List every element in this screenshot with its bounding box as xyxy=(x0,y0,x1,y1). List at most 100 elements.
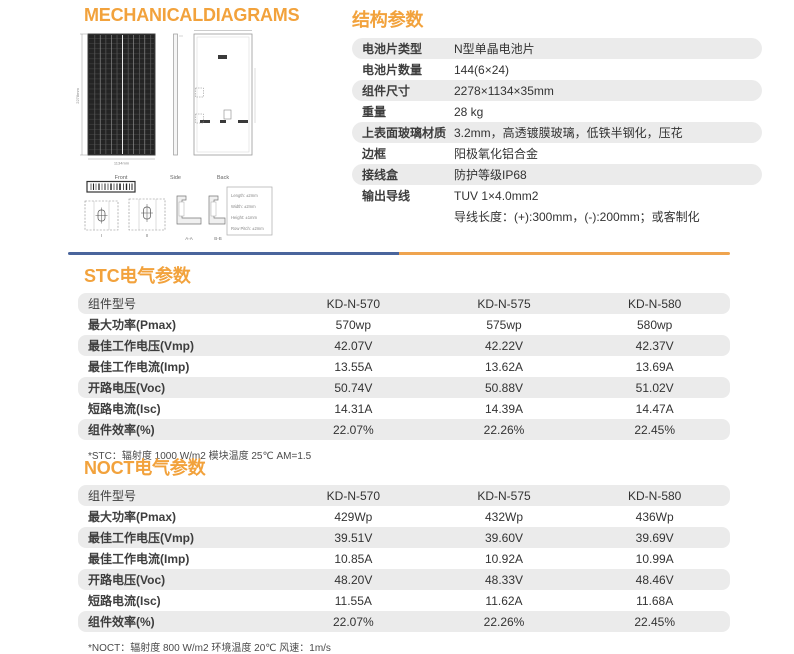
tolerance-row-pitch: Row Pitch: ±2mm xyxy=(231,226,264,231)
detail-label-2: II xyxy=(146,233,149,238)
column-header: KD-N-575 xyxy=(477,296,531,311)
param-value: 39.69V xyxy=(635,530,674,545)
table-row: 组件效率(%) 22.07% 22.26% 22.45% xyxy=(78,611,730,632)
param-value: 580wp xyxy=(636,317,673,332)
param-value: 14.31A xyxy=(334,401,373,416)
column-header: KD-N-575 xyxy=(477,488,531,503)
tolerance-height: Height: ±1mm xyxy=(231,215,258,220)
param-value: 10.99A xyxy=(635,551,674,566)
param-label: 组件效率(%) xyxy=(88,423,155,437)
param-label: 短路电流(Isc) xyxy=(88,594,161,608)
table-row: 最大功率(Pmax) 570wp 575wp 580wp xyxy=(78,314,730,335)
table-row: 最佳工作电流(Imp) 10.85A 10.92A 10.99A xyxy=(78,548,730,569)
param-value: 48.46V xyxy=(635,572,674,587)
mechanical-diagrams-title: MECHANICALDIAGRAMS xyxy=(84,5,300,25)
noct-header-row: 组件型号 KD-N-570 KD-N-575 KD-N-580 xyxy=(78,485,730,506)
param-label: 最佳工作电流(Imp) xyxy=(88,360,190,374)
detail-label-1: I xyxy=(101,233,102,238)
param-value: 50.88V xyxy=(484,380,524,395)
param-value: 570wp xyxy=(335,317,372,332)
mounting-detail-1: I xyxy=(84,200,119,238)
param-value: 14.47A xyxy=(635,401,674,416)
param-value: 429Wp xyxy=(334,509,373,524)
spec-row: 组件尺寸 2278×1134×35mm xyxy=(352,80,762,101)
stc-title: STC电气参数 xyxy=(84,266,191,286)
structure-parameters-title: 结构参数 xyxy=(352,10,424,30)
noct-electrical-section: NOCT电气参数 组件型号 KD-N-570 KD-N-575 KD-N-580… xyxy=(78,454,730,654)
column-header: 组件型号 xyxy=(88,297,137,311)
side-view: Side xyxy=(170,33,183,181)
param-value: 11.55A xyxy=(334,593,372,608)
param-label: 开路电压(Voc) xyxy=(88,381,166,395)
spec-value: 144(6×24) xyxy=(454,62,510,77)
spec-row: 导线长度：(+):300mm，(-):200mm；或客制化 xyxy=(352,206,762,227)
param-value: 436Wp xyxy=(635,509,674,524)
spec-row: 电池片数量 144(6×24) xyxy=(352,59,762,80)
param-label: 最佳工作电压(Vmp) xyxy=(88,531,194,545)
column-header: KD-N-580 xyxy=(628,296,682,311)
param-value: 48.20V xyxy=(334,572,373,587)
param-value: 42.07V xyxy=(334,338,373,353)
frame-section-bb: B-B xyxy=(208,195,226,241)
column-header: KD-N-570 xyxy=(326,296,381,311)
structure-parameters-section: 结构参数 电池片类型 N型单晶电池片 电池片数量 144(6×24) 组件尺寸 … xyxy=(352,6,762,227)
back-view-label: Back xyxy=(217,175,229,181)
param-value: 11.68A xyxy=(636,593,674,608)
spec-row: 重量 28 kg xyxy=(352,101,762,122)
param-value: 432Wp xyxy=(484,509,524,524)
back-view: Back xyxy=(193,30,256,181)
param-label: 短路电流(Isc) xyxy=(88,402,161,416)
section-label-aa: A-A xyxy=(185,236,193,241)
barcode xyxy=(86,180,136,193)
param-value: 14.39A xyxy=(484,401,524,416)
stc-header-row: 组件型号 KD-N-570 KD-N-575 KD-N-580 xyxy=(78,293,730,314)
spec-row: 输出导线 TUV 1×4.0mm2 xyxy=(352,185,762,206)
param-value: 22.26% xyxy=(483,614,525,629)
spec-value: 3.2mm，高透镀膜玻璃，低铁半钢化，压花 xyxy=(454,126,683,140)
table-row: 开路电压(Voc) 50.74V 50.88V 51.02V xyxy=(78,377,730,398)
column-header: KD-N-580 xyxy=(628,488,682,503)
spec-value: 2278×1134×35mm xyxy=(454,83,554,98)
param-value: 48.33V xyxy=(484,572,524,587)
table-row: 组件效率(%) 22.07% 22.26% 22.45% xyxy=(78,419,730,440)
param-value: 51.02V xyxy=(635,380,674,395)
spec-value: TUV 1×4.0mm2 xyxy=(454,188,539,203)
spec-row: 接线盒 防护等级IP68 xyxy=(352,164,762,185)
spec-value: 阳极氧化铝合金 xyxy=(454,147,539,161)
param-value: 13.69A xyxy=(635,359,674,374)
mounting-detail-2: II xyxy=(128,198,166,238)
front-width-dimension: 1134mm xyxy=(114,161,130,166)
front-view-label: Front xyxy=(115,175,128,181)
param-value: 42.37V xyxy=(635,338,674,353)
spec-label: 边框 xyxy=(362,147,387,161)
table-row: 短路电流(Isc) 11.55A 11.62A 11.68A xyxy=(78,590,730,611)
spec-label: 上表面玻璃材质 xyxy=(362,126,447,140)
spec-value: N型单晶电池片 xyxy=(454,42,535,56)
mechanical-diagram: 2278mm 1134mm Front Side Back xyxy=(75,30,273,241)
table-row: 最佳工作电压(Vmp) 39.51V 39.60V 39.69V xyxy=(78,527,730,548)
param-value: 50.74V xyxy=(334,380,373,395)
noct-title: NOCT电气参数 xyxy=(84,458,206,478)
param-value: 22.45% xyxy=(634,614,676,629)
param-label: 组件效率(%) xyxy=(88,615,155,629)
spec-label: 输出导线 xyxy=(362,189,411,203)
param-value: 22.26% xyxy=(483,422,525,437)
param-label: 最佳工作电流(Imp) xyxy=(88,552,190,566)
spec-label: 接线盒 xyxy=(362,168,399,182)
spec-label: 电池片类型 xyxy=(362,42,423,56)
divider-orange-segment xyxy=(399,252,730,255)
stc-electrical-section: STC电气参数 组件型号 KD-N-570 KD-N-575 KD-N-580 … xyxy=(78,262,730,462)
param-value: 13.55A xyxy=(334,359,373,374)
section-divider xyxy=(68,252,730,255)
tolerance-length: Length: ±2mm xyxy=(231,193,258,198)
param-value: 10.92A xyxy=(484,551,524,566)
section-label-bb: B-B xyxy=(214,236,222,241)
spec-value: 防护等级IP68 xyxy=(454,168,527,182)
param-value: 11.62A xyxy=(485,593,523,608)
front-height-dimension: 2278mm xyxy=(75,88,80,104)
param-value: 22.45% xyxy=(634,422,676,437)
side-view-label: Side xyxy=(170,175,181,181)
frame-section-aa: A-A xyxy=(176,195,202,241)
table-row: 最佳工作电压(Vmp) 42.07V 42.22V 42.37V xyxy=(78,335,730,356)
